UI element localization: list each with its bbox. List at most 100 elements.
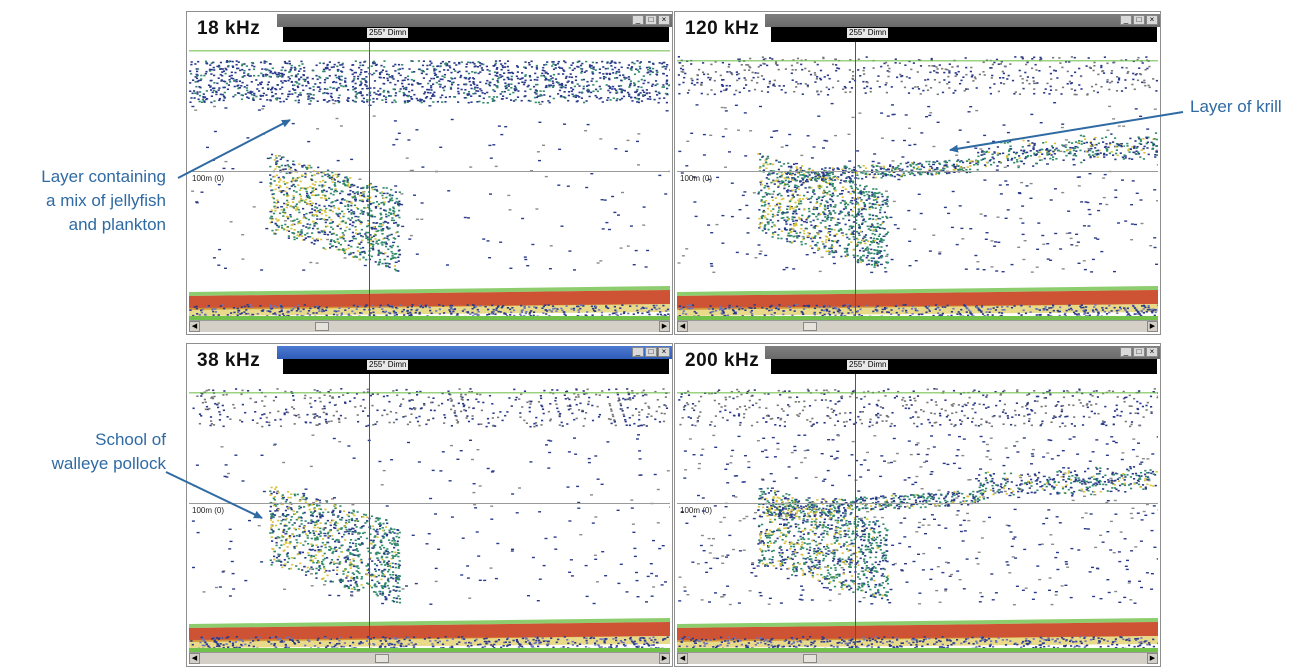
echo-return	[889, 216, 893, 219]
echo-return	[328, 174, 331, 177]
echo-return	[557, 73, 560, 75]
echo-return	[974, 254, 978, 257]
maximize-icon[interactable]: □	[1133, 15, 1145, 25]
echo-return	[362, 195, 366, 197]
echo-return	[453, 77, 457, 80]
echo-return	[764, 254, 768, 257]
echo-return	[631, 61, 634, 64]
echo-return	[386, 262, 389, 265]
echo-return	[213, 105, 216, 108]
maximize-icon[interactable]: □	[645, 15, 657, 25]
echo-return	[590, 67, 593, 70]
echogram-window-120khz[interactable]: _ □ × 255° Dimn 100m (0) 120 kHz ◀ ▶	[674, 11, 1161, 335]
echo-return	[392, 65, 395, 67]
echo-return	[224, 67, 227, 70]
echo-return	[195, 68, 198, 70]
echo-return	[981, 150, 984, 152]
echo-return	[506, 315, 509, 317]
echo-return	[218, 248, 222, 251]
echo-return	[469, 166, 473, 168]
echo-return	[1109, 142, 1112, 144]
echo-return	[449, 310, 452, 313]
echo-return	[200, 309, 203, 312]
echo-return	[873, 153, 877, 155]
echo-return	[577, 311, 580, 313]
echo-return	[920, 163, 923, 166]
window-titlebar[interactable]: _ □ ×	[277, 14, 672, 27]
echo-return	[1130, 223, 1134, 225]
echo-return	[955, 154, 959, 156]
echo-return	[443, 89, 446, 92]
echo-return	[947, 212, 951, 215]
echo-return	[656, 94, 659, 96]
echo-return	[776, 176, 779, 179]
echo-return	[483, 92, 486, 95]
echo-return	[193, 90, 196, 92]
echo-return	[941, 91, 945, 94]
echo-return	[392, 206, 395, 209]
echo-return	[548, 84, 551, 86]
echo-return	[866, 246, 869, 249]
echo-return	[325, 306, 328, 309]
echogram-window-18khz[interactable]: _ □ × 255° Dimn 100m (0) 18 kHz ◀ ▶	[186, 11, 673, 335]
echo-return	[769, 219, 772, 221]
minimize-icon[interactable]: _	[1120, 15, 1132, 25]
echo-return	[912, 62, 915, 64]
echo-return	[640, 307, 643, 310]
echo-return	[648, 313, 651, 316]
echo-return	[615, 70, 618, 73]
echo-return	[1084, 150, 1087, 153]
time-cursor-line[interactable]	[369, 42, 370, 318]
echo-return	[358, 243, 361, 245]
echo-return	[602, 77, 606, 80]
echo-return	[303, 66, 306, 69]
echo-return	[883, 62, 886, 65]
echo-return	[766, 185, 770, 188]
echo-return	[619, 85, 623, 87]
echo-return	[848, 160, 852, 162]
echo-return	[347, 314, 350, 316]
echo-return	[815, 208, 818, 211]
echo-return	[391, 76, 394, 78]
echo-return	[1086, 94, 1089, 96]
echo-return	[292, 190, 296, 192]
echo-return	[474, 65, 477, 67]
echo-return	[1116, 81, 1120, 84]
echogram-plot[interactable]	[677, 42, 1158, 318]
echo-return	[1105, 147, 1108, 150]
echo-return	[276, 75, 279, 78]
echogram-plot[interactable]	[189, 42, 670, 318]
scroll-thumb[interactable]	[315, 322, 329, 331]
echo-return	[456, 71, 459, 74]
window-titlebar[interactable]: _ □ ×	[765, 14, 1160, 27]
echo-return	[358, 305, 361, 307]
echo-return	[332, 313, 336, 316]
scroll-right-icon[interactable]: ▶	[659, 321, 670, 332]
echo-return	[1082, 225, 1086, 227]
close-icon[interactable]: ×	[658, 15, 670, 25]
close-icon[interactable]: ×	[1146, 15, 1158, 25]
echo-return	[884, 174, 888, 176]
echo-return	[271, 72, 274, 75]
echo-return	[1087, 147, 1091, 150]
echo-return	[760, 75, 764, 77]
echo-return	[778, 161, 781, 163]
echo-return	[562, 86, 565, 88]
echo-return	[907, 171, 910, 174]
minimize-icon[interactable]: _	[632, 15, 644, 25]
echo-return	[321, 175, 324, 178]
scroll-left-icon[interactable]: ◀	[189, 321, 200, 332]
echo-return	[787, 185, 791, 188]
echo-return	[330, 205, 333, 208]
echo-return	[1025, 63, 1028, 66]
echo-return	[810, 186, 813, 189]
echo-return	[907, 92, 911, 94]
echo-return	[199, 91, 202, 93]
echo-return	[316, 239, 319, 242]
horizontal-scrollbar[interactable]: ◀ ▶	[189, 320, 670, 332]
echo-return	[289, 205, 293, 207]
echo-return	[882, 172, 885, 175]
echo-return	[291, 93, 294, 95]
echo-return	[867, 248, 870, 250]
echo-return	[646, 311, 649, 314]
